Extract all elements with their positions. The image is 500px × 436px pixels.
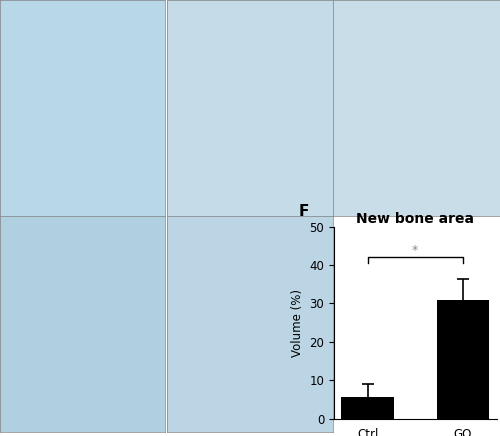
Title: New bone area: New bone area [356,211,474,225]
Y-axis label: Volume (%): Volume (%) [291,289,304,357]
Bar [436,300,489,419]
Text: F: F [298,204,308,219]
Text: *: * [412,244,418,257]
Bar [342,398,394,419]
